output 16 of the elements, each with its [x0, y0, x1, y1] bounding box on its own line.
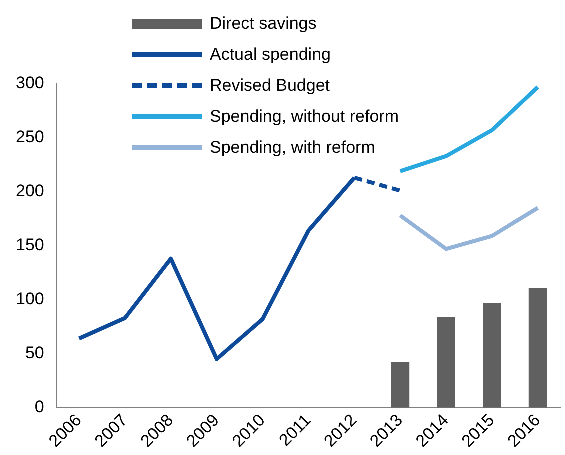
legend-label: Revised Budget	[210, 76, 330, 96]
bar	[483, 303, 502, 408]
bar	[391, 362, 410, 408]
legend-label: Actual spending	[210, 44, 331, 64]
bar	[437, 317, 456, 408]
legend-label: Spending, without reform	[210, 106, 399, 126]
y-tick-label: 150	[16, 236, 44, 255]
y-tick-label: 200	[16, 182, 44, 201]
bar	[528, 288, 548, 408]
y-tick-label: 100	[16, 290, 44, 309]
y-tick-label: 250	[16, 128, 44, 147]
legend-label: Spending, with reform	[210, 138, 376, 158]
legend-label: Direct savings	[210, 14, 317, 34]
y-tick-label: 50	[25, 344, 44, 363]
y-tick-label: 0	[34, 398, 44, 417]
y-tick-label: 300	[16, 74, 44, 93]
